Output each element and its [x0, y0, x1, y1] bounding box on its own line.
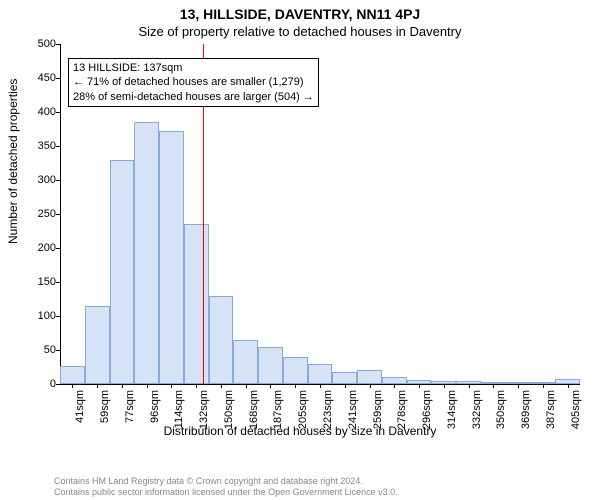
y-tick-mark	[56, 180, 60, 181]
y-tick-mark	[56, 214, 60, 215]
histogram-bar	[332, 372, 357, 384]
y-tick-mark	[56, 350, 60, 351]
y-tick-mark	[56, 282, 60, 283]
annotation-line: ← 71% of detached houses are smaller (1,…	[73, 75, 314, 89]
x-tick-mark	[394, 384, 395, 388]
x-tick-mark	[543, 384, 544, 388]
histogram-bar	[110, 160, 135, 384]
y-tick-label: 100	[38, 310, 56, 322]
y-tick-label: 350	[38, 140, 56, 152]
y-tick-label: 250	[38, 208, 56, 220]
y-tick-mark	[56, 112, 60, 113]
chart-area: Number of detached properties 0501001502…	[0, 44, 600, 444]
y-tick-mark	[56, 248, 60, 249]
y-tick-label: 150	[38, 276, 56, 288]
x-tick-mark	[147, 384, 148, 388]
y-tick-mark	[56, 316, 60, 317]
x-tick-mark	[469, 384, 470, 388]
x-axis-label: Distribution of detached houses by size …	[0, 424, 600, 438]
x-tick-mark	[97, 384, 98, 388]
y-tick-mark	[56, 44, 60, 45]
x-tick-mark	[518, 384, 519, 388]
x-tick-mark	[171, 384, 172, 388]
x-tick-mark	[419, 384, 420, 388]
x-tick-mark	[295, 384, 296, 388]
x-tick-mark	[122, 384, 123, 388]
histogram-bar	[159, 131, 184, 384]
x-tick-mark	[221, 384, 222, 388]
y-tick-label: 50	[44, 344, 56, 356]
annotation-box: 13 HILLSIDE: 137sqm← 71% of detached hou…	[68, 58, 319, 107]
y-tick-label: 400	[38, 106, 56, 118]
histogram-bar	[382, 377, 407, 384]
annotation-line: 28% of semi-detached houses are larger (…	[73, 90, 314, 104]
x-tick-mark	[345, 384, 346, 388]
histogram-bar	[258, 347, 283, 384]
histogram-bar	[85, 306, 110, 384]
x-tick-mark	[270, 384, 271, 388]
x-tick-mark	[493, 384, 494, 388]
y-axis-label: Number of detached properties	[6, 79, 20, 244]
annotation-line: 13 HILLSIDE: 137sqm	[73, 61, 314, 75]
x-tick-mark	[444, 384, 445, 388]
x-tick-mark	[72, 384, 73, 388]
histogram-bar	[60, 366, 85, 384]
y-tick-mark	[56, 78, 60, 79]
x-tick-mark	[568, 384, 569, 388]
chart-subtitle: Size of property relative to detached ho…	[0, 22, 600, 43]
chart-title: 13, HILLSIDE, DAVENTRY, NN11 4PJ	[0, 0, 600, 22]
histogram-bar	[134, 122, 159, 384]
plot-region: 05010015020025030035040045050041sqm59sqm…	[60, 44, 580, 384]
footer-line-1: Contains HM Land Registry data © Crown c…	[54, 476, 398, 487]
histogram-bar	[184, 224, 209, 384]
y-tick-mark	[56, 146, 60, 147]
histogram-bar	[233, 340, 258, 384]
y-tick-mark	[56, 384, 60, 385]
histogram-bar	[209, 296, 234, 384]
footer-attribution: Contains HM Land Registry data © Crown c…	[54, 476, 398, 498]
histogram-bar	[308, 364, 333, 384]
y-axis-line	[60, 44, 61, 384]
x-tick-mark	[196, 384, 197, 388]
y-tick-label: 300	[38, 174, 56, 186]
y-tick-label: 500	[38, 38, 56, 50]
histogram-bar	[283, 357, 308, 384]
x-tick-mark	[320, 384, 321, 388]
x-tick-mark	[370, 384, 371, 388]
y-tick-label: 450	[38, 72, 56, 84]
x-tick-mark	[246, 384, 247, 388]
histogram-bar	[357, 370, 382, 384]
y-tick-label: 200	[38, 242, 56, 254]
footer-line-2: Contains public sector information licen…	[54, 487, 398, 498]
